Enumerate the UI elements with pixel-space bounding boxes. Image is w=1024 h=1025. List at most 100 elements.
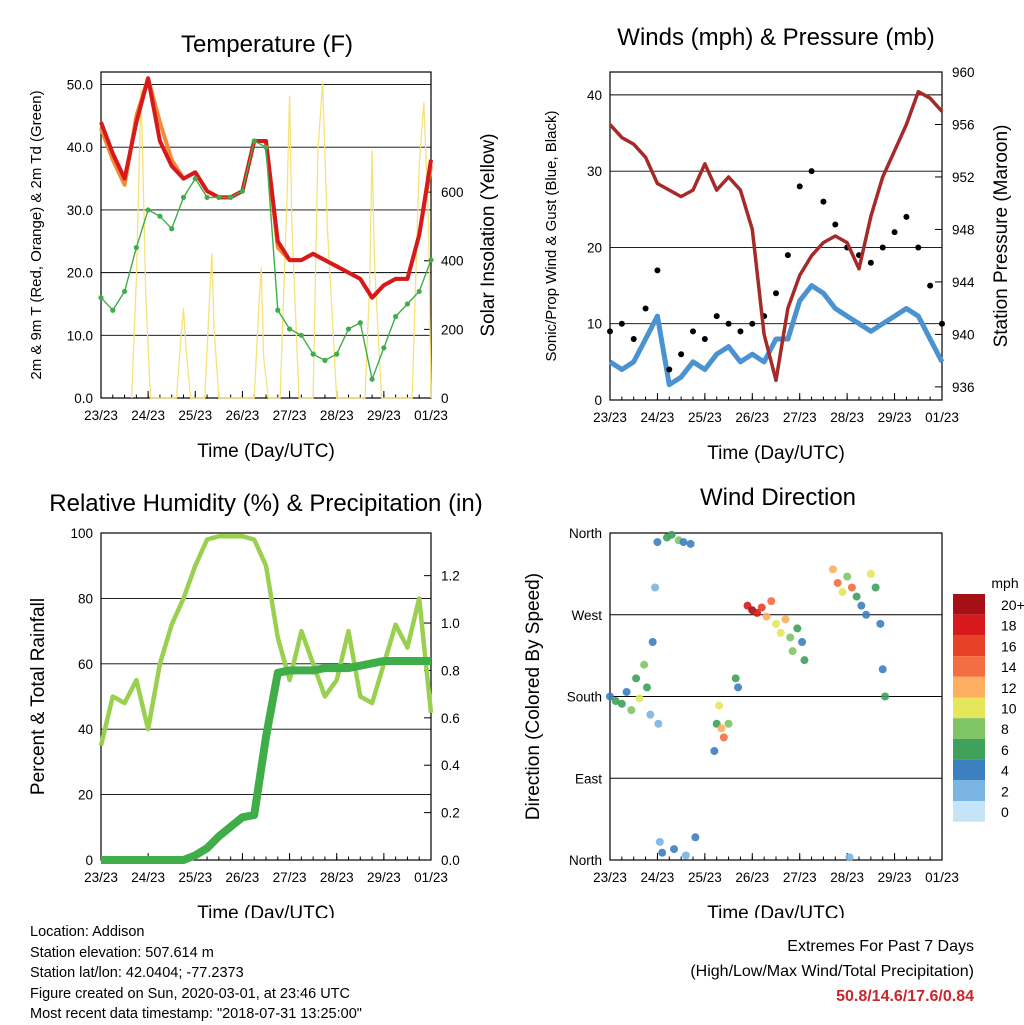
direction-point <box>781 615 790 624</box>
extremes-values: 50.8/14.6/17.6/0.84 <box>836 988 974 1005</box>
direction-point <box>648 638 657 646</box>
direction-point <box>611 697 620 706</box>
wind-gust-point <box>891 229 898 236</box>
y2-tick-label: 0.0 <box>441 853 460 868</box>
direction-point <box>786 633 795 642</box>
extremes-subtitle: (High/Low/Max Wind/Total Precipitation) <box>690 963 974 980</box>
y2-tick-label: 948 <box>952 222 975 237</box>
x-tick-label: 29/23 <box>878 410 912 425</box>
wind-gust-point <box>903 213 910 220</box>
x-tick-label: 01/23 <box>414 870 448 885</box>
wind-gust-point <box>630 335 637 342</box>
station-info: Location: Addison Station elevation: 507… <box>30 922 362 1025</box>
x-tick-label: 29/23 <box>367 408 401 423</box>
panel-3: Relative Humidity (%) & Precipitation (i… <box>28 490 483 918</box>
direction-point <box>734 683 743 692</box>
x-tick-label: 23/23 <box>84 870 118 885</box>
legend-swatch <box>953 718 985 739</box>
y-tick-label: 10 <box>587 317 602 332</box>
y-tick-label: 0 <box>594 393 602 408</box>
y-tick-label: 20 <box>78 788 93 803</box>
y-tick-label: 60 <box>78 657 93 672</box>
y-tick-label: 10.0 <box>67 328 93 343</box>
direction-point <box>762 612 771 621</box>
direction-point <box>640 660 649 669</box>
x-tick-label: 28/23 <box>830 410 864 425</box>
direction-point <box>681 851 690 860</box>
x-tick-label: 28/23 <box>830 870 864 885</box>
y-axis-label: Sonic/Prop Wind & Gust (Blue, Black) <box>543 111 560 362</box>
panel-1: Temperature (F) Time (Day/UTC) 23/23 24/23 2… <box>28 31 499 462</box>
legend-swatch <box>953 656 985 677</box>
y-tick-label: East <box>575 771 602 786</box>
legend-swatch <box>953 801 985 822</box>
direction-point <box>658 848 667 857</box>
y2-tick-label: 936 <box>952 380 975 395</box>
legend-label: 8 <box>1001 721 1009 737</box>
wind-gust-point <box>939 320 945 327</box>
legend-label: 14 <box>1001 659 1017 675</box>
x-axis-label: Time (Day/UTC) <box>707 443 845 464</box>
x-axis-label: Time (Day/UTC) <box>197 903 335 918</box>
x-tick-label: 01/23 <box>925 410 959 425</box>
y-tick-label: 0 <box>85 853 93 868</box>
y-tick-label: 80 <box>78 591 93 606</box>
chart-title: Winds (mph) & Pressure (mb) <box>617 24 934 51</box>
x-tick-label: 01/23 <box>414 408 448 423</box>
direction-point <box>667 530 676 539</box>
direction-point <box>852 592 861 601</box>
y2-tick-label: 1.0 <box>441 616 460 631</box>
x-tick-label: 26/23 <box>226 870 260 885</box>
direction-point <box>776 628 785 637</box>
y2-tick-label: 944 <box>952 275 975 290</box>
legend-swatch <box>953 635 985 657</box>
legend-label: 16 <box>1001 638 1017 654</box>
wind-gust-point <box>796 183 803 190</box>
direction-point <box>798 638 807 646</box>
legend-swatch <box>953 697 985 719</box>
y2-tick-label: 0.8 <box>441 663 460 678</box>
wind-gust-point <box>618 320 625 327</box>
y-tick-label: South <box>567 690 602 705</box>
elevation-text: Station elevation: 507.614 m <box>30 944 214 961</box>
direction-point <box>881 692 890 701</box>
direction-point <box>627 706 636 715</box>
x-tick-label: 28/23 <box>320 870 354 885</box>
x-tick-label: 26/23 <box>735 870 769 885</box>
y2-tick-label: 960 <box>952 65 975 80</box>
legend-label: 10 <box>1001 701 1017 717</box>
direction-point <box>617 699 626 708</box>
direction-point <box>724 719 733 728</box>
x-tick-label: 24/23 <box>641 870 675 885</box>
wind-gust-point <box>607 328 613 335</box>
direction-point <box>635 694 644 703</box>
legend-label: 12 <box>1001 680 1017 696</box>
legend-label: 18 <box>1001 618 1017 634</box>
direction-point <box>679 538 688 547</box>
x-axis-label: Time (Day/UTC) <box>197 441 335 462</box>
x-tick-label: 25/23 <box>688 870 722 885</box>
x-axis-label: Time (Day/UTC) <box>707 903 845 918</box>
plot-frame <box>100 71 432 399</box>
legend-swatch <box>953 738 985 760</box>
direction-point <box>719 733 728 742</box>
x-tick-label: 29/23 <box>367 870 401 885</box>
panel-2: Winds (mph) & Pressure (mb) Time (Day/UTC… <box>543 24 1012 464</box>
y2-tick-label: 0 <box>441 391 449 406</box>
temp-2m-line <box>99 76 433 300</box>
recent-text: Most recent data timestamp: "2018-07-31 … <box>30 1006 362 1022</box>
direction-point <box>843 572 852 581</box>
direction-point <box>653 538 662 547</box>
x-tick-label: 29/23 <box>878 870 912 885</box>
wind-gust-point <box>666 366 673 373</box>
chart-title: Wind Direction <box>700 484 856 511</box>
y-tick-label: 40 <box>78 722 93 737</box>
y-tick-label: North <box>569 526 602 541</box>
direction-point <box>862 610 871 619</box>
legend-label: 2 <box>1001 783 1009 799</box>
y-axis-label: Percent & Total Rainfall <box>28 598 49 795</box>
y-tick-label: West <box>571 608 602 623</box>
wind-gust-point <box>642 305 649 312</box>
direction-point <box>767 597 776 606</box>
legend-label: 4 <box>1001 763 1009 779</box>
